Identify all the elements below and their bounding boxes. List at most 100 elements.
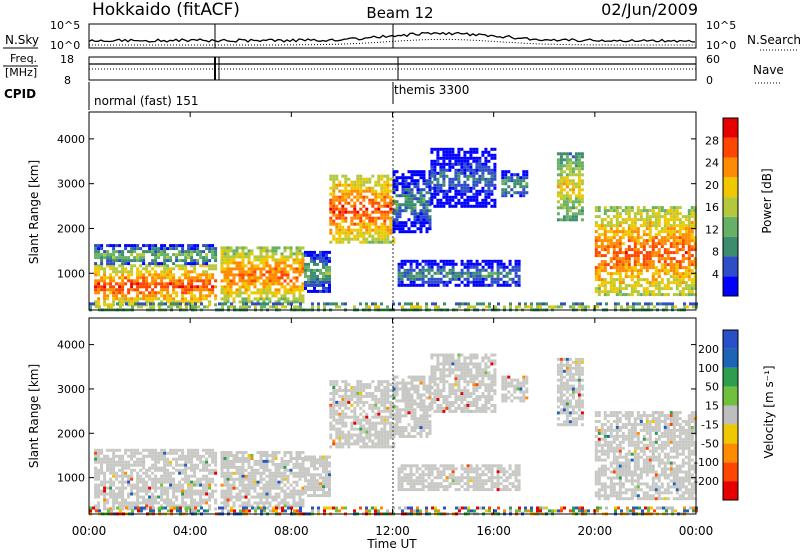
power-cell bbox=[425, 191, 429, 195]
velocity-cell bbox=[106, 468, 110, 472]
beam-title: Beam 12 bbox=[366, 4, 433, 22]
power-cell bbox=[657, 224, 661, 228]
power-cell bbox=[454, 192, 458, 196]
power-cell bbox=[328, 280, 331, 284]
power-cell bbox=[571, 170, 575, 174]
power-cell bbox=[124, 294, 128, 298]
power-cell bbox=[603, 248, 607, 252]
velocity-cell bbox=[301, 489, 305, 493]
power-cell bbox=[359, 174, 363, 178]
velocity-cell bbox=[268, 474, 272, 478]
velocity-cell bbox=[154, 486, 158, 490]
velocity-cell bbox=[380, 403, 384, 407]
power-cell bbox=[94, 303, 98, 307]
velocity-cell bbox=[338, 389, 342, 392]
power-cell bbox=[556, 179, 560, 183]
velocity-cell bbox=[265, 480, 269, 484]
power-cell bbox=[112, 294, 116, 298]
power-cell bbox=[307, 265, 310, 269]
power-cell bbox=[377, 201, 381, 205]
velocity-cell bbox=[145, 448, 149, 452]
power-cell bbox=[127, 276, 131, 280]
velocity-cell bbox=[166, 471, 170, 475]
velocity-cell bbox=[109, 486, 113, 490]
power-cell bbox=[280, 282, 284, 286]
velocity-cell bbox=[154, 498, 158, 502]
power-cell bbox=[475, 280, 479, 284]
power-cell bbox=[451, 177, 455, 181]
power-cell bbox=[469, 280, 473, 284]
power-cell bbox=[178, 253, 182, 257]
velocity-cell bbox=[187, 495, 191, 499]
power-cell bbox=[484, 156, 488, 160]
y-tick-label: 3000 bbox=[57, 178, 85, 191]
power-cell bbox=[580, 182, 584, 186]
power-cell bbox=[442, 183, 446, 187]
power-cell bbox=[256, 291, 260, 295]
power-cell bbox=[690, 254, 694, 258]
velocity-cell bbox=[190, 504, 194, 508]
power-cell bbox=[121, 253, 125, 257]
velocity-cell bbox=[268, 477, 272, 481]
velocity-cell bbox=[97, 507, 101, 511]
velocity-cell bbox=[362, 400, 366, 404]
power-cell bbox=[244, 270, 248, 274]
power-cell bbox=[112, 253, 116, 257]
power-cell bbox=[268, 282, 272, 286]
power-cell bbox=[627, 269, 631, 273]
power-cell bbox=[298, 258, 302, 262]
power-cell bbox=[484, 150, 488, 154]
power-cell bbox=[487, 171, 491, 175]
power-cell bbox=[130, 273, 134, 277]
velocity-cell bbox=[145, 480, 149, 484]
velocity-cell bbox=[295, 457, 299, 460]
power-cell bbox=[472, 283, 476, 287]
power-cell bbox=[241, 255, 245, 259]
power-cell bbox=[472, 171, 476, 175]
velocity-cell bbox=[380, 439, 384, 443]
power-cell bbox=[436, 183, 440, 187]
velocity-cell bbox=[157, 486, 161, 490]
power-cell bbox=[415, 259, 419, 263]
power-cell bbox=[425, 227, 429, 231]
power-cell bbox=[505, 265, 509, 269]
power-cell bbox=[220, 249, 224, 253]
power-cell bbox=[406, 268, 410, 272]
power-cell bbox=[428, 188, 432, 192]
power-cell bbox=[250, 264, 254, 268]
power-cell bbox=[490, 280, 494, 284]
velocity-cell bbox=[359, 430, 363, 434]
power-cell bbox=[416, 188, 420, 192]
power-cell bbox=[335, 240, 339, 244]
velocity-cell bbox=[322, 461, 325, 465]
power-cell bbox=[627, 266, 631, 270]
power-cell bbox=[572, 305, 575, 309]
colorbar-tick-label: 20 bbox=[705, 179, 719, 192]
power-cell bbox=[310, 274, 313, 278]
power-cell bbox=[645, 263, 649, 267]
power-cell bbox=[208, 303, 212, 307]
velocity-cell bbox=[226, 474, 230, 478]
power-cell bbox=[164, 302, 167, 306]
power-cell bbox=[301, 285, 305, 289]
power-cell bbox=[559, 155, 563, 159]
power-cell bbox=[587, 305, 590, 309]
velocity-cell bbox=[145, 489, 149, 493]
power-cell bbox=[184, 259, 188, 263]
power-cell bbox=[410, 170, 414, 174]
velocity-cell bbox=[184, 471, 188, 475]
velocity-cell bbox=[196, 483, 200, 487]
power-cell bbox=[425, 206, 429, 210]
power-cell bbox=[338, 201, 342, 205]
velocity-cell bbox=[277, 483, 281, 487]
power-cell bbox=[648, 239, 652, 243]
power-cell bbox=[214, 259, 218, 263]
power-cell bbox=[603, 278, 607, 282]
power-cell bbox=[368, 219, 372, 223]
velocity-cell bbox=[127, 495, 131, 499]
power-cell bbox=[654, 254, 658, 258]
power-cell bbox=[187, 247, 191, 251]
power-cell bbox=[654, 269, 658, 273]
power-cell bbox=[668, 302, 671, 306]
velocity-cell bbox=[271, 480, 275, 484]
